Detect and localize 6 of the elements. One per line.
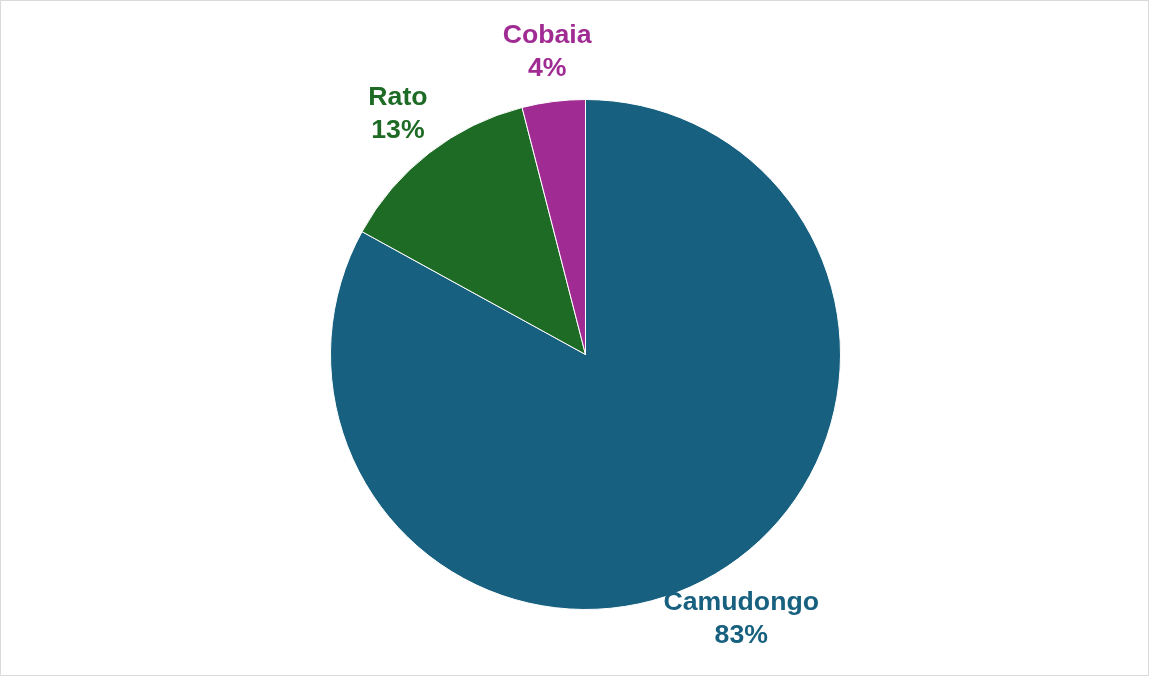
data-label: 13% bbox=[371, 114, 425, 145]
slice-label: Rato bbox=[368, 81, 428, 112]
slice-label: Cobaia bbox=[502, 19, 592, 50]
data-label: 4% bbox=[527, 52, 567, 83]
slice-label: Camudongo bbox=[663, 586, 820, 617]
data-label: 83% bbox=[714, 619, 768, 650]
